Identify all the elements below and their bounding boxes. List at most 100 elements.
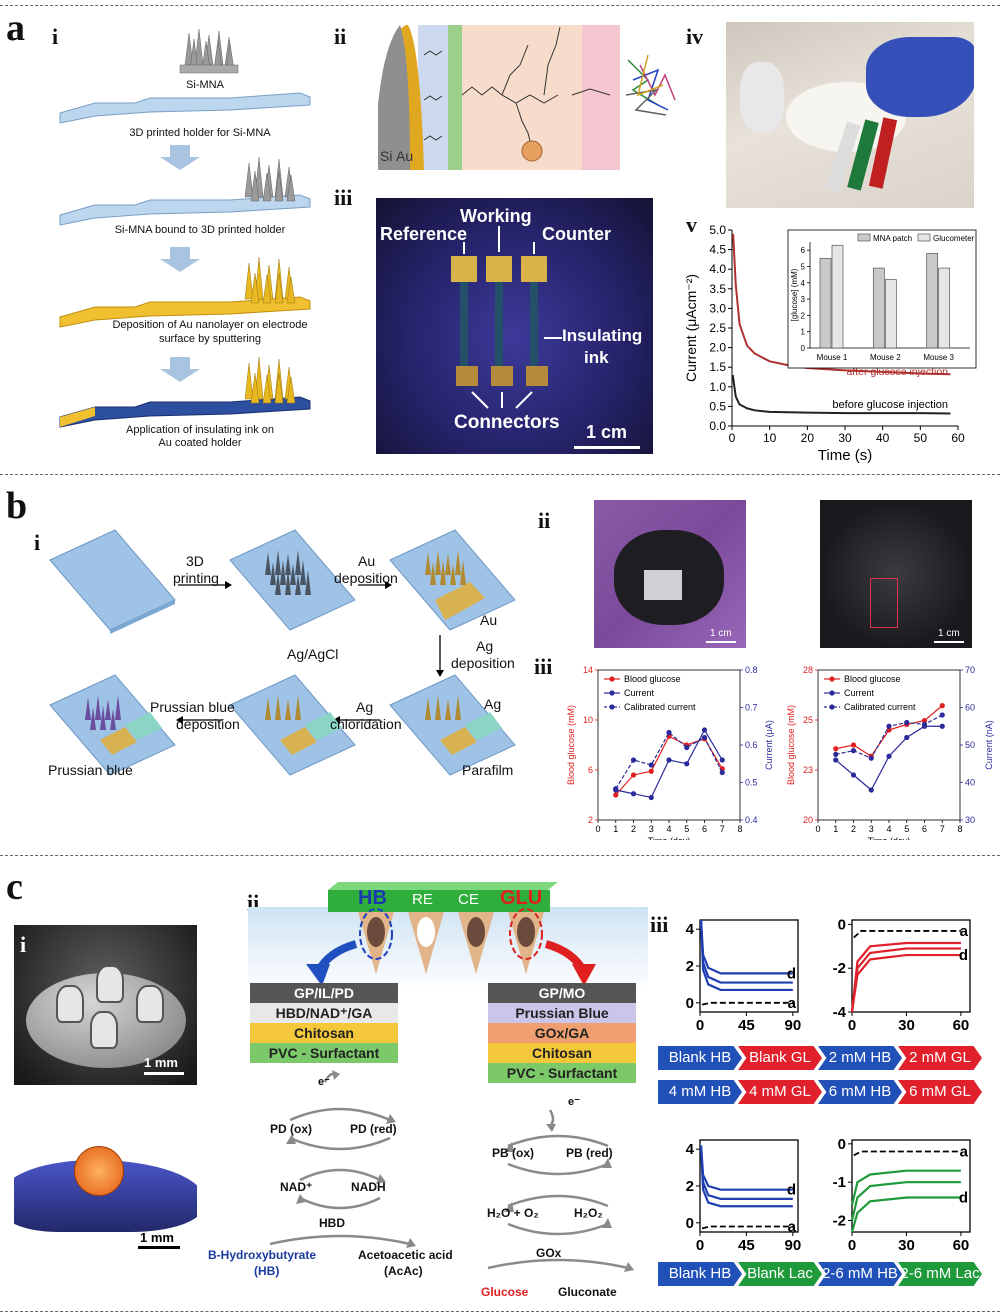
legend-marker [829,704,835,710]
x-tick-label: 60 [953,1237,970,1254]
c-iii-4-content: 0 30 60 0 -1 -2 a d [833,1136,971,1254]
legend-marker [609,690,615,696]
chevron-row-3-item-2: Blank Lac [738,1262,822,1286]
c-iii-chart-3: 0 45 90 0 2 4 a d [686,1139,801,1254]
x-tick-label: 50 [914,431,928,445]
panel-a-ii-label: ii [334,24,347,49]
y2-tick-label: 40 [965,778,975,788]
panel-a-i-label: i [52,24,59,49]
step-2-label: Si-MNA bound to 3D printed holder [114,224,286,236]
y-tick-label: 0 [838,916,846,933]
y2-tick-label: 70 [965,665,975,675]
right-layer-4: Chitosan [488,1043,636,1064]
c-top-hb: HB [358,887,387,909]
data-point [648,762,654,768]
panel-letter-b: b [6,485,28,527]
c-top-ce: CE [458,891,479,908]
c-i-scale-2: 1 mm [140,1230,174,1245]
x-tick-label: 4 [886,824,891,834]
data-point [630,772,637,778]
plot-frame [699,919,799,1013]
legend-label: Calibrated current [844,702,916,712]
chevron-row-1-item-3: 2 mM HB [818,1046,902,1070]
x-tick-label: 45 [738,1017,755,1034]
c-iii-chart-2: 0 30 60 0 -2 -4 ad [833,916,971,1034]
y-tick-label: 4 [686,921,695,938]
x-tick-label: 0 [696,1237,704,1254]
right-layer-3: GOx/GA [488,1023,636,1044]
step-4-label-a: Application of insulating ink on [126,424,274,436]
si-mna-label: Si-MNA [186,79,224,91]
data-point [833,751,839,757]
hbd-label: HBD [319,1216,345,1230]
c-i-device-photo: 1 mm [14,1130,197,1250]
h2o2-label: H₂O₂ [574,1206,603,1220]
chevron-row-1-item-4: 2 mM GL [898,1046,982,1070]
inset-y-label: [glucose] (mM) [790,268,799,321]
x-tick-label: 0 [696,1017,704,1034]
panel-b-ii-label: ii [538,508,551,533]
x-axis-label: Time (s) [818,447,872,464]
b-ag-chlor-label-1: Ag [356,699,374,715]
data-point [630,791,637,797]
y-tick-label: 0 [686,1215,694,1232]
y-tick-label: 4 [686,1141,695,1158]
holder-2 [59,156,311,226]
inset-y-tick-label: 4 [801,279,806,288]
y2-tick-label: 0.6 [745,740,758,750]
series-label: d [959,1190,968,1207]
glove [866,37,974,117]
y-tick-label: 2 [588,815,593,825]
b-pb-label: Prussian blue [48,762,133,778]
x-tick-label: 0 [815,824,820,834]
x-tick-label: 0 [848,1017,856,1034]
x-tick-label: 7 [940,824,945,834]
data-point [613,786,619,792]
plot-frame [851,1139,971,1233]
c-i-scale-bar-1 [144,1072,184,1075]
b-iii-chart-right: 012345678202325283040506070Time (day)Blo… [786,665,994,840]
chevron-row-3-item-1: Blank HB [658,1262,742,1286]
left-layer-1: GP/IL/PD [250,983,398,1004]
y2-tick-label: 0.4 [745,815,758,825]
x-tick-label: 2 [851,824,856,834]
before-annotation: before glucose injection [832,399,948,411]
x-tick-label: 5 [684,824,689,834]
y2-axis-label: Current (nA) [984,720,994,770]
panel-a-iv-label: iv [686,24,704,49]
inset-bar [872,267,885,349]
x-tick-label: 8 [737,824,742,834]
data-point [613,792,619,798]
right-layer-2: Prussian Blue [488,1003,636,1024]
left-layer-3: Chitosan [250,1023,398,1044]
x-tick-label: 45 [738,1237,755,1254]
b-agagcl-label: Ag/AgCl [287,646,339,662]
inset-bar [819,257,832,349]
y-tick-label: 3.5 [709,282,726,296]
y-tick-label: 23 [803,765,813,775]
c-iii-2-content: 0 30 60 0 -2 -4 ad [833,916,971,1034]
nad-label: NAD⁺ [280,1180,313,1194]
legend-label: Current [624,688,655,698]
data-point [850,742,857,748]
pd-ox-label: PD (ox) [270,1122,312,1136]
arrow-2 [160,247,200,272]
c-top-glu: GLU [500,887,543,909]
series-label: a [788,995,797,1012]
panel-c-iii-label: iii [650,912,669,937]
inset-legend-label: Glucometer [933,234,975,243]
chevron-row-3-item-3: 2-6 mM HB [818,1262,902,1286]
x-tick-label: 7 [720,824,725,834]
separator-bottom [0,1311,1000,1312]
inset-y-tick-label: 2 [801,311,806,320]
trace-2 [495,282,503,367]
legend-marker [829,676,835,682]
inset-bar [938,267,951,349]
chevron-row-2-item-4: 6 mM GL [898,1080,982,1104]
arrow-1 [160,145,200,170]
data-point [719,769,725,776]
y-tick-label: 6 [588,765,593,775]
data-point [921,718,928,724]
b-printing-label-1: 3D [186,553,204,569]
holder-1 [59,92,311,124]
